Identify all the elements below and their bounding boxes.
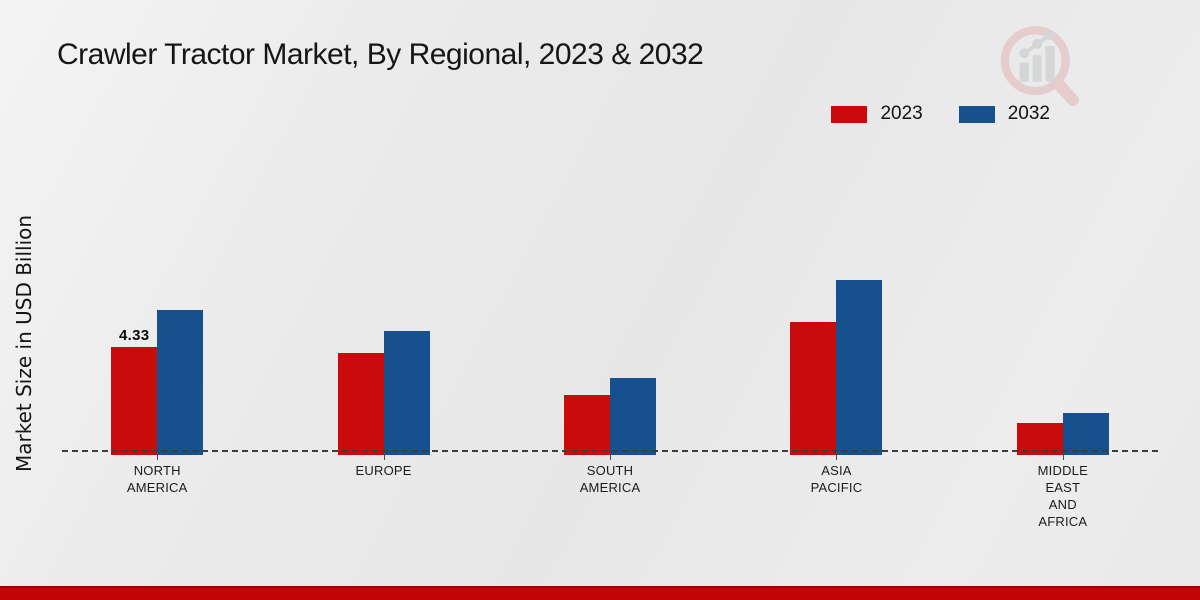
bar-2023-europe	[337, 353, 384, 455]
chart-groups: 4.33 NORTH AMERICA EUROPE SOUTH AMERICA ASIA PA…	[44, 0, 1176, 529]
x-axis-tick	[836, 453, 838, 460]
x-axis-tick	[1062, 453, 1064, 460]
category-group-2: SOUTH AMERICA	[497, 0, 723, 495]
bar-2023-south-america	[564, 395, 611, 455]
category-group-1: EUROPE	[270, 0, 496, 478]
bar-2032-south-america	[610, 378, 657, 455]
legend-swatch-2023-icon	[831, 105, 868, 123]
legend-item-2032: 2032	[958, 103, 1050, 125]
category-label: ASIA PACIFIC	[810, 463, 863, 495]
bar-2032-asia-pacific	[836, 280, 883, 455]
legend: 2023 2032	[831, 103, 1050, 125]
x-axis-tick	[610, 453, 612, 460]
chart-title: Crawler Tractor Market, By Regional, 202…	[57, 38, 704, 71]
bar-2023-middle-east-and-africa	[1016, 423, 1063, 455]
x-axis-line	[62, 450, 1158, 452]
legend-item-2023: 2023	[831, 103, 923, 125]
legend-label-2032: 2032	[1007, 103, 1050, 124]
bar-chart-plot: 4.33 NORTH AMERICA EUROPE SOUTH AMERICA ASIA PA…	[44, 0, 1176, 529]
bar-value-label: 4.33	[119, 327, 150, 344]
footer-accent-bar	[0, 586, 1200, 600]
category-label: MIDDLE EAST AND AFRICA	[1037, 463, 1088, 529]
x-axis-tick	[157, 453, 159, 460]
bar-2032-north-america	[157, 310, 204, 455]
category-label: SOUTH AMERICA	[579, 463, 641, 495]
legend-label-2023: 2023	[880, 103, 923, 124]
category-label: EUROPE	[355, 463, 412, 478]
category-label: NORTH AMERICA	[126, 463, 188, 495]
category-group-3: ASIA PACIFIC	[723, 0, 949, 495]
legend-swatch-2032-icon	[958, 105, 995, 123]
x-axis-tick	[383, 453, 385, 460]
category-group-0: 4.33 NORTH AMERICA	[44, 0, 270, 495]
bar-2032-middle-east-and-africa	[1062, 413, 1109, 455]
bar-2023-north-america	[111, 347, 158, 455]
magnifier-bar-chart-logo-icon	[1000, 26, 1080, 107]
category-group-4: MIDDLE EAST AND AFRICA	[950, 0, 1176, 529]
bar-2032-europe	[383, 331, 430, 455]
bar-2023-asia-pacific	[790, 322, 837, 455]
